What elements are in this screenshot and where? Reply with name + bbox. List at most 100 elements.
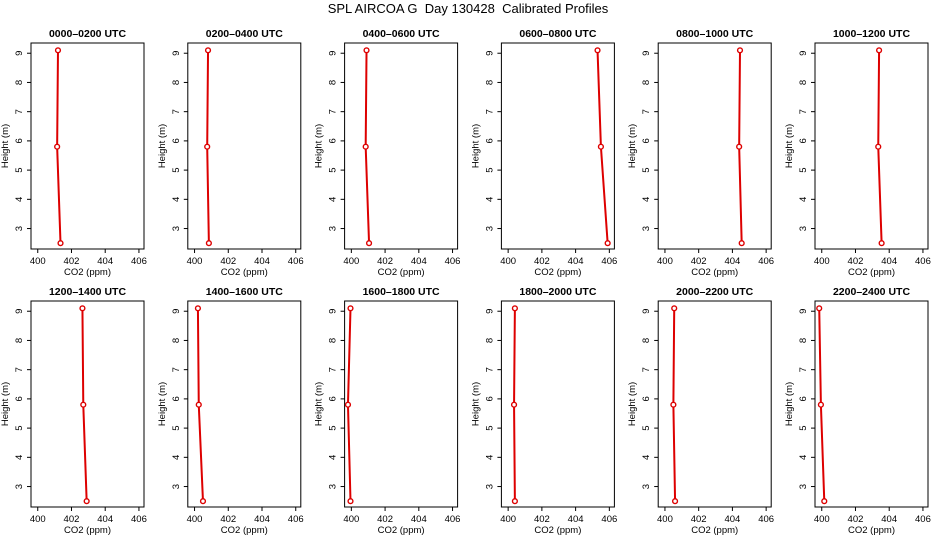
x-tick-label: 402 [534,514,550,525]
x-axis-label: CO2 (ppm) [534,267,581,278]
x-tick-label: 402 [534,256,550,267]
profile-point [54,47,62,54]
x-axis-label: CO2 (ppm) [848,267,895,278]
y-axis-label: Height (m) [627,382,638,426]
x-axis-label: CO2 (ppm) [64,525,111,536]
panel-title: 1600–1800 UTC [363,286,440,298]
y-tick-label: 3 [641,484,652,489]
profile-point [511,305,518,312]
profile-point [54,143,61,150]
y-tick-label: 7 [484,109,495,114]
y-tick-label: 7 [798,109,809,114]
y-tick-label: 5 [484,167,495,172]
x-tick-label: 402 [691,256,707,267]
x-tick-label: 404 [568,514,584,525]
x-tick-label: 406 [131,514,147,525]
y-tick-label: 6 [484,396,495,401]
y-tick-label: 8 [798,338,809,343]
plot-frame [657,300,772,508]
y-tick-label: 8 [328,80,339,85]
x-tick-label: 404 [97,514,113,525]
panel-title: 0800–1000 UTC [676,28,753,40]
y-tick-label: 9 [171,51,182,56]
y-tick-label: 9 [641,51,652,56]
x-tick-label: 402 [220,256,236,267]
y-tick-label: 9 [641,309,652,314]
y-tick-label: 6 [798,138,809,143]
y-axis-label: Height (m) [470,382,481,426]
y-tick-label: 4 [798,197,809,202]
x-tick-label: 404 [724,514,740,525]
x-tick-label: 400 [657,256,673,267]
profile-point [195,401,202,408]
y-tick-label: 4 [484,455,495,460]
y-tick-label: 4 [484,197,495,202]
x-tick-label: 400 [30,514,46,525]
plot-frame [344,300,459,508]
y-tick-label: 9 [798,309,809,314]
y-tick-label: 4 [171,197,182,202]
y-tick-label: 3 [14,226,25,231]
y-tick-label: 5 [484,425,495,430]
x-tick-label: 404 [881,514,897,525]
x-tick-label: 406 [288,256,304,267]
y-tick-label: 5 [328,167,339,172]
y-tick-label: 5 [14,167,25,172]
y-tick-label: 6 [641,396,652,401]
x-tick-label: 402 [377,256,393,267]
x-tick-label: 402 [848,256,864,267]
plot-frame [30,300,145,508]
plot-frame [814,42,929,250]
y-tick-label: 3 [484,226,495,231]
x-tick-label: 406 [131,256,147,267]
y-tick-label: 8 [641,338,652,343]
x-axis-label: CO2 (ppm) [64,267,111,278]
profile-point [205,240,212,247]
x-tick-label: 404 [254,514,270,525]
profile-point [878,240,885,247]
panel-title: 0000–0200 UTC [49,28,126,40]
x-tick-label: 402 [64,514,80,525]
y-tick-label: 5 [14,425,25,430]
y-tick-label: 3 [14,484,25,489]
y-tick-label: 7 [14,109,25,114]
x-axis-label: CO2 (ppm) [221,525,268,536]
page-title: SPL AIRCOA G Day 130428 Calibrated Profi… [327,1,609,16]
y-tick-label: 3 [171,226,182,231]
y-tick-label: 6 [328,138,339,143]
profile-point [204,143,211,150]
profile-point [821,498,828,505]
profile-point [597,143,605,150]
x-tick-label: 404 [881,256,897,267]
x-tick-label: 400 [814,514,830,525]
y-tick-label: 7 [171,109,182,114]
y-tick-label: 6 [484,138,495,143]
x-tick-label: 400 [500,514,516,525]
plot-frame [500,42,615,250]
plot-frame [814,300,929,508]
panel-title: 1000–1200 UTC [833,28,910,40]
y-tick-label: 9 [484,51,495,56]
x-axis-label: CO2 (ppm) [221,267,268,278]
x-tick-label: 406 [601,514,617,525]
y-tick-label: 7 [798,367,809,372]
y-tick-label: 5 [798,425,809,430]
profile-point [670,401,677,408]
profile-point [365,240,373,247]
y-axis-label: Height (m) [314,382,325,426]
y-tick-label: 4 [641,455,652,460]
profile-point [736,47,744,54]
x-tick-label: 404 [411,256,427,267]
profile-point [817,401,825,408]
y-axis-label: Height (m) [784,124,795,168]
plot-frame [500,300,615,508]
profile-point [736,143,743,150]
panel-title: 2000–2200 UTC [676,286,753,298]
y-tick-label: 4 [328,197,339,202]
profile-point [347,305,354,312]
y-tick-label: 3 [484,484,495,489]
x-tick-label: 402 [220,514,236,525]
y-tick-label: 8 [641,80,652,85]
x-tick-label: 400 [187,256,203,267]
